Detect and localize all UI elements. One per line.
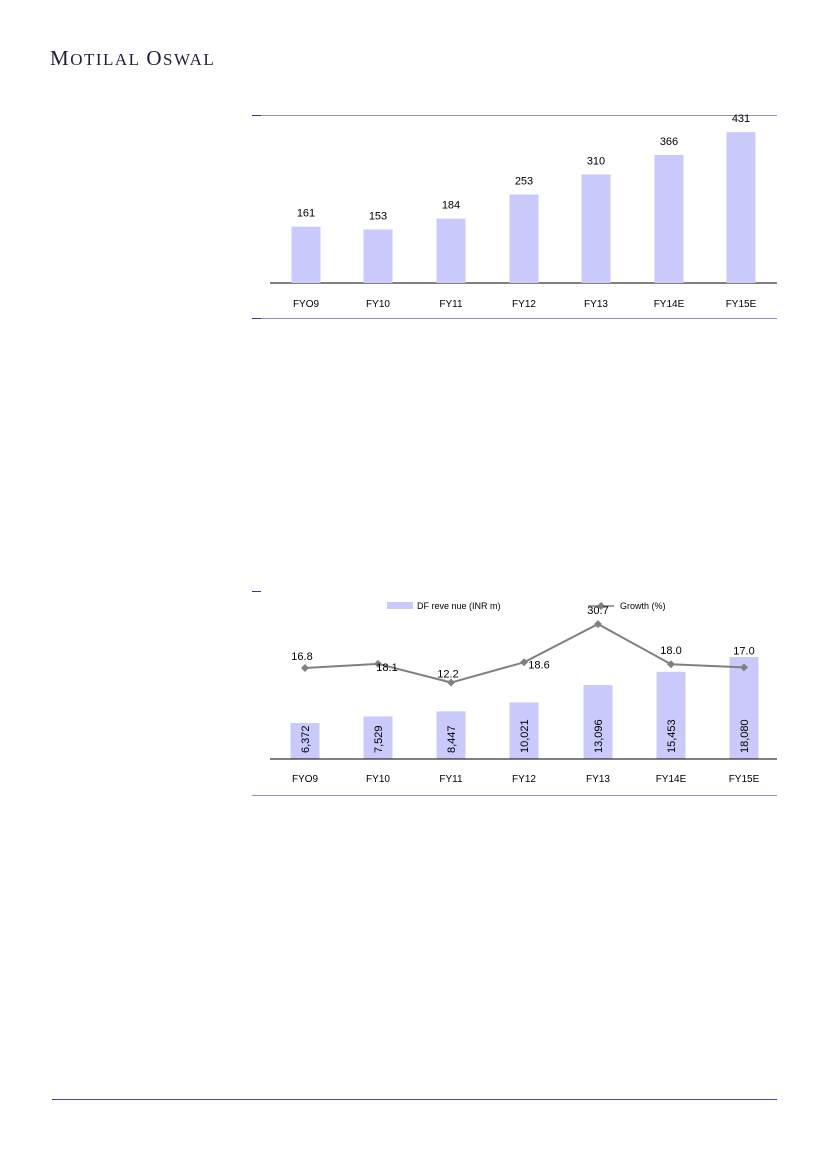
chart2-bar-label-fy15e: 18,080 bbox=[739, 719, 751, 753]
growth-label-fy11: 12.2 bbox=[437, 669, 458, 681]
chart2-x-tick-label-fy11: FY11 bbox=[439, 774, 463, 785]
chart1-x-tick-label-fy15e: FY15E bbox=[726, 299, 757, 310]
growth-label-fy15e: 17.0 bbox=[733, 645, 754, 657]
chart1-data-label-fy12: 253 bbox=[515, 175, 533, 187]
chart2-x-tick-label-fy14e: FY14E bbox=[656, 774, 687, 785]
chart1-x-tick-label-fy14e: FY14E bbox=[654, 299, 685, 310]
chart1-x-tick-label-fy10: FY10 bbox=[366, 299, 390, 310]
growth-label-fyo9: 16.8 bbox=[291, 651, 312, 663]
chart1-bottom-rule bbox=[252, 318, 777, 319]
legend-swatch-df-revenue bbox=[387, 602, 413, 609]
chart1-data-label-fyo9: 161 bbox=[297, 208, 315, 220]
chart1-bar-fy11 bbox=[436, 218, 466, 283]
chart2-bar-fy11 bbox=[436, 711, 466, 759]
chart1-bar-fy12 bbox=[509, 194, 539, 283]
chart2-bar-label-fy12: 10,021 bbox=[519, 719, 531, 753]
chart2-bar-label-fyo9: 6,372 bbox=[300, 725, 312, 753]
growth-label-fy12: 18.6 bbox=[528, 659, 549, 671]
chart2-bar-fy13 bbox=[583, 685, 613, 759]
chart2-bar-label-fy14e: 15,453 bbox=[666, 719, 678, 753]
legend-marker-growth bbox=[597, 602, 605, 610]
brand-initial-2: O bbox=[146, 46, 163, 70]
legend-label-df-revenue: DF reve nue (INR m) bbox=[417, 601, 501, 611]
growth-marker-fy11 bbox=[447, 678, 455, 687]
chart1-x-tick-label-fy13: FY13 bbox=[584, 299, 608, 310]
growth-marker-fyo9 bbox=[301, 663, 309, 672]
chart1-bar-fy13 bbox=[581, 174, 611, 283]
footer-rule bbox=[52, 1099, 777, 1100]
growth-marker-fy10 bbox=[374, 659, 382, 668]
brand-rest-1: OTILAL bbox=[70, 50, 141, 69]
chart1-bar-fy10 bbox=[363, 229, 393, 283]
chart1-bar-fy14e bbox=[654, 154, 684, 283]
chart1-top-tick bbox=[252, 115, 261, 116]
chart1-data-label-fy10: 153 bbox=[369, 210, 387, 222]
growth-label-fy14e: 18.0 bbox=[660, 645, 681, 657]
growth-label-fy10: 18.1 bbox=[376, 662, 397, 674]
growth-marker-fy13 bbox=[594, 620, 602, 629]
chart1-bar-fy15e bbox=[726, 132, 756, 283]
chart1-top-rule bbox=[252, 115, 777, 116]
chart2-x-tick-label-fy10: FY10 bbox=[366, 774, 390, 785]
chart2-top-tick bbox=[252, 591, 261, 592]
chart2-x-tick-label-fy13: FY13 bbox=[586, 774, 610, 785]
legend-label-growth: Growth (%) bbox=[620, 601, 666, 611]
chart2-bar-fy14e bbox=[656, 671, 686, 759]
growth-marker-fy12 bbox=[520, 658, 528, 667]
growth-label-fy13: 30.7 bbox=[587, 605, 608, 617]
chart2-bar-label-fy11: 8,447 bbox=[446, 725, 458, 753]
chart2-bottom-rule bbox=[252, 795, 777, 796]
brand-rest-2: SWAL bbox=[162, 50, 216, 69]
chart1-x-tick-label-fy12: FY12 bbox=[512, 299, 536, 310]
chart2-bar-label-fy10: 7,529 bbox=[373, 725, 385, 753]
chart1-x-tick-label-fy11: FY11 bbox=[439, 299, 463, 310]
chart1-data-label-fy11: 184 bbox=[442, 200, 460, 212]
chart1-x-tick-label-fyo9: FYO9 bbox=[293, 299, 320, 310]
growth-marker-fy14e bbox=[667, 660, 675, 669]
brand-initial-1: M bbox=[50, 46, 71, 70]
chart2-x-tick-label-fy15e: FY15E bbox=[729, 774, 760, 785]
chart2-bar-fy12 bbox=[509, 702, 539, 759]
chart1-data-label-fy15e: 431 bbox=[732, 113, 750, 125]
growth-marker-fy15e bbox=[740, 663, 748, 672]
chart2-x-tick-label-fyo9: FYO9 bbox=[292, 774, 319, 785]
chart1-bottom-tick bbox=[252, 318, 261, 319]
chart2-bar-fyo9 bbox=[290, 723, 320, 759]
chart2-bar-fy15e bbox=[729, 656, 759, 759]
chart2-bar-fy10 bbox=[363, 716, 393, 759]
chart2-x-tick-label-fy12: FY12 bbox=[512, 774, 536, 785]
chart2-bar-label-fy13: 13,096 bbox=[593, 719, 605, 753]
brand-logo: MOTILAL OSWAL bbox=[50, 46, 215, 71]
chart1-data-label-fy14e: 366 bbox=[660, 136, 678, 148]
chart1-data-label-fy13: 310 bbox=[587, 156, 605, 168]
chart1-bar-fyo9 bbox=[291, 226, 321, 283]
